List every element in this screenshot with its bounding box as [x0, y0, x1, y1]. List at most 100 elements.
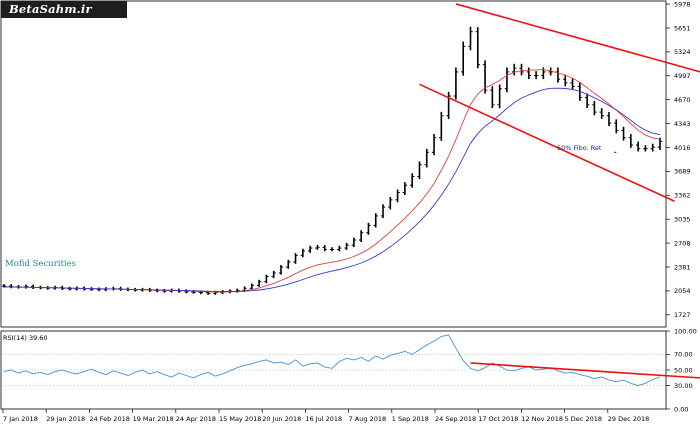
y-tick-label: 2708	[674, 239, 691, 247]
rsi-tick-label: 50.00	[674, 366, 693, 374]
x-tick-label: 7 Aug 2018	[349, 415, 387, 423]
price-bar	[512, 63, 517, 76]
price-bar	[563, 74, 568, 87]
price-bar	[504, 67, 510, 93]
x-tick-label: 16 Jul 2018	[305, 415, 342, 423]
price-bar	[380, 204, 386, 219]
instrument-label: Mofid Securities	[5, 259, 76, 269]
price-bar	[344, 242, 349, 250]
price-panel	[0, 0, 667, 328]
price-bar	[592, 100, 597, 116]
y-tick-label: 5651	[674, 24, 691, 32]
price-bar	[614, 119, 619, 134]
price-bar	[395, 189, 400, 203]
y-tick-label: 5324	[674, 48, 691, 56]
channel-line-2	[419, 83, 675, 203]
price-layer	[1, 26, 663, 295]
price-bar	[482, 60, 488, 94]
price-bar	[402, 182, 408, 195]
price-bar	[446, 91, 451, 120]
price-bar	[358, 230, 364, 243]
rsi-tick-label: 100.00	[674, 327, 697, 335]
price-bar	[599, 108, 604, 119]
price-bar	[293, 253, 298, 264]
x-tick-label: 24 Sep 2018	[435, 415, 476, 423]
price-bar	[271, 270, 276, 279]
x-tick-label: 1 Sep 2018	[392, 415, 429, 423]
price-bar	[461, 41, 466, 76]
price-bar	[555, 67, 561, 83]
x-tick-label: 24 Apr 2018	[176, 415, 216, 423]
price-bar	[606, 111, 612, 127]
price-bar	[621, 126, 626, 141]
price-bar	[256, 279, 262, 287]
price-bar	[307, 245, 313, 253]
price-bar	[519, 63, 524, 76]
price-bar	[30, 284, 36, 290]
x-tick-label: 19 Mar 2018	[133, 415, 174, 423]
rsi-tick-label: 0.00	[674, 405, 688, 413]
price-bar	[650, 143, 655, 152]
price-bar	[643, 145, 648, 152]
x-tick-label: 15 May 2018	[219, 415, 261, 423]
price-bar	[286, 259, 291, 269]
x-tick-label: 20 Jun 2018	[262, 415, 301, 423]
watermark-text: BetaSahm.ir	[9, 2, 92, 16]
x-tick-label: 5 Dec 2018	[565, 415, 602, 423]
x-tick-label: 24 Feb 2018	[89, 415, 129, 423]
x-tick-label: 29 Dec 2018	[608, 415, 650, 423]
price-bar	[439, 111, 444, 141]
price-bar	[584, 93, 590, 109]
y-tick-label: 3362	[674, 192, 691, 200]
price-bar	[235, 288, 240, 293]
price-bar	[635, 141, 641, 152]
price-bar	[431, 134, 437, 156]
y-tick-label: 3035	[674, 215, 691, 223]
fibo-label: 50% Fibo. Ret	[557, 144, 602, 152]
rsi-line	[3, 334, 661, 387]
price-bar	[337, 245, 342, 252]
price-bar	[366, 222, 371, 235]
y-tick-label: 4343	[674, 120, 691, 128]
y-tick-label: 5978	[674, 0, 691, 8]
rsi-tick-label: 30.00	[674, 382, 693, 390]
y-tick-label: 4670	[674, 96, 691, 104]
price-bar	[490, 86, 495, 109]
channel-line-1	[455, 3, 700, 73]
price-bar	[249, 283, 255, 290]
x-tick-label: 7 Jan 2018	[3, 415, 38, 423]
price-bar	[409, 173, 415, 188]
y-tick-label: 4016	[674, 144, 691, 152]
price-bar	[628, 134, 634, 148]
price-bar	[315, 245, 320, 250]
price-bar	[475, 27, 480, 69]
moving-average-line-1	[3, 69, 661, 293]
price-bar	[23, 284, 29, 289]
price-bar	[373, 213, 378, 228]
y-tick-label: 3689	[674, 168, 691, 176]
rsi-layer	[2, 334, 700, 387]
price-bar	[278, 264, 284, 275]
y-tick-label: 1727	[674, 311, 691, 319]
price-bar	[351, 237, 357, 248]
price-bar	[322, 245, 327, 252]
price-bar	[388, 196, 393, 210]
price-bar	[570, 78, 575, 90]
moving-average-line-2	[3, 87, 661, 292]
overlay-layer: 50% Fibo. Ret	[419, 3, 700, 203]
x-tick-label: 17 Oct 2018	[478, 415, 518, 423]
price-bar	[497, 84, 502, 109]
y-tick-label: 4997	[674, 72, 691, 80]
x-tick-label: 12 Nov 2018	[521, 415, 563, 423]
price-bar	[424, 148, 429, 168]
price-bar	[300, 248, 306, 258]
rsi-tick-label: 70.00	[674, 351, 693, 359]
price-bar	[329, 247, 335, 252]
price-bar	[96, 287, 101, 292]
price-bar	[548, 67, 553, 76]
x-tick-label: 29 Jan 2018	[46, 415, 85, 423]
price-bar	[657, 137, 663, 151]
price-bar	[533, 71, 539, 80]
